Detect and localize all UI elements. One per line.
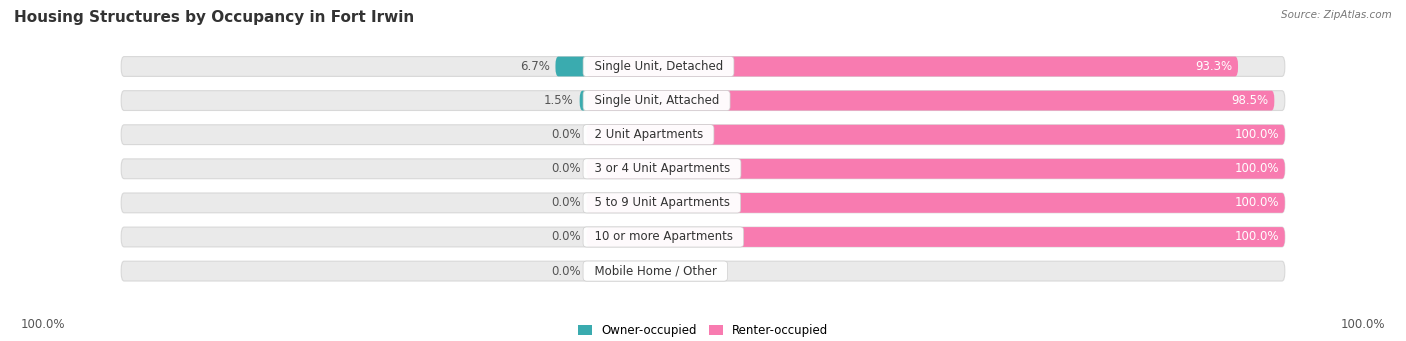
Text: Mobile Home / Other: Mobile Home / Other: [586, 265, 724, 278]
Legend: Owner-occupied, Renter-occupied: Owner-occupied, Renter-occupied: [572, 320, 834, 341]
FancyBboxPatch shape: [121, 91, 1285, 110]
Text: 3 or 4 Unit Apartments: 3 or 4 Unit Apartments: [586, 162, 737, 175]
Text: Single Unit, Detached: Single Unit, Detached: [586, 60, 730, 73]
FancyBboxPatch shape: [121, 159, 1285, 179]
FancyBboxPatch shape: [555, 57, 586, 76]
FancyBboxPatch shape: [586, 91, 1274, 110]
Text: 1.5%: 1.5%: [544, 94, 574, 107]
Text: 2 Unit Apartments: 2 Unit Apartments: [586, 128, 710, 141]
FancyBboxPatch shape: [121, 57, 1285, 76]
FancyBboxPatch shape: [121, 125, 1285, 145]
Text: 5 to 9 Unit Apartments: 5 to 9 Unit Apartments: [586, 196, 737, 209]
Text: 100.0%: 100.0%: [21, 318, 66, 331]
FancyBboxPatch shape: [586, 57, 1239, 76]
Text: 100.0%: 100.0%: [1234, 196, 1279, 209]
Text: 100.0%: 100.0%: [1234, 128, 1279, 141]
Text: Source: ZipAtlas.com: Source: ZipAtlas.com: [1281, 10, 1392, 20]
FancyBboxPatch shape: [586, 193, 1285, 213]
Text: Housing Structures by Occupancy in Fort Irwin: Housing Structures by Occupancy in Fort …: [14, 10, 415, 25]
Text: 98.5%: 98.5%: [1232, 94, 1268, 107]
Text: 10 or more Apartments: 10 or more Apartments: [586, 231, 740, 243]
Text: 0.0%: 0.0%: [551, 265, 581, 278]
Text: 100.0%: 100.0%: [1234, 231, 1279, 243]
Text: 100.0%: 100.0%: [1234, 162, 1279, 175]
FancyBboxPatch shape: [586, 125, 1285, 145]
Text: 0.0%: 0.0%: [551, 231, 581, 243]
Text: 6.7%: 6.7%: [520, 60, 550, 73]
FancyBboxPatch shape: [121, 227, 1285, 247]
FancyBboxPatch shape: [586, 159, 1285, 179]
Text: Single Unit, Attached: Single Unit, Attached: [586, 94, 727, 107]
Text: 100.0%: 100.0%: [1340, 318, 1385, 331]
Text: 0.0%: 0.0%: [551, 162, 581, 175]
FancyBboxPatch shape: [579, 91, 586, 110]
Text: 0.0%: 0.0%: [551, 128, 581, 141]
Text: 93.3%: 93.3%: [1195, 60, 1232, 73]
Text: 0.0%: 0.0%: [551, 196, 581, 209]
FancyBboxPatch shape: [121, 193, 1285, 213]
FancyBboxPatch shape: [586, 227, 1285, 247]
FancyBboxPatch shape: [121, 261, 1285, 281]
Text: 0.0%: 0.0%: [605, 265, 634, 278]
